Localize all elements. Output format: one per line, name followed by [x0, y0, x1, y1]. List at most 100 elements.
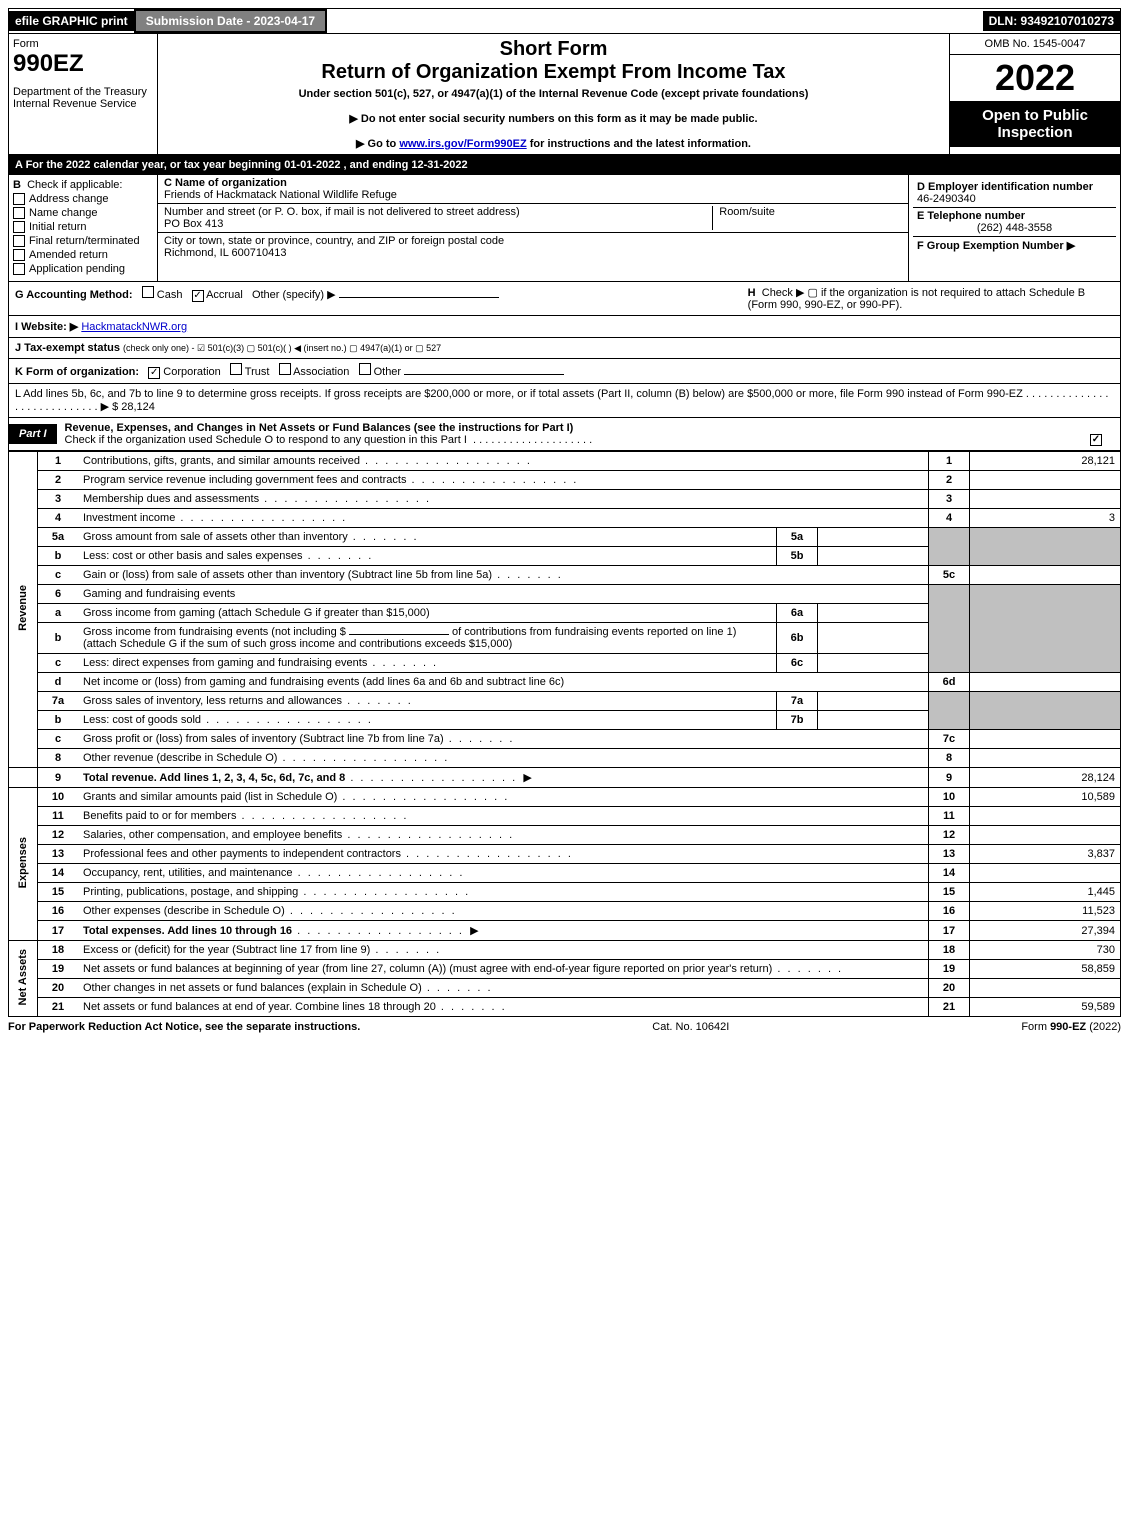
line-8-amt-num: 8 — [929, 749, 970, 768]
checkbox-other-org[interactable] — [359, 363, 371, 375]
side-label-revenue: Revenue — [17, 585, 29, 631]
line-19-amt-num: 19 — [929, 960, 970, 979]
line-9-amt-num: 9 — [929, 768, 970, 788]
checkbox-accrual[interactable] — [192, 290, 204, 302]
line-1-num: 1 — [38, 452, 79, 471]
line-6-num: 6 — [38, 585, 79, 604]
room-label: Room/suite — [719, 206, 775, 218]
footer-right-pre: Form — [1021, 1021, 1050, 1033]
line-5a-mid-val — [818, 528, 929, 547]
street-value: PO Box 413 — [164, 218, 223, 230]
line-5a-desc: Gross amount from sale of assets other t… — [83, 531, 419, 543]
form-header: Form 990EZ Department of the Treasury In… — [8, 34, 1121, 155]
row-g-h: G Accounting Method: Cash Accrual Other … — [8, 282, 1121, 316]
line-5c-amt-num: 5c — [929, 566, 970, 585]
city-value: Richmond, IL 600710413 — [164, 247, 287, 259]
line-6c-num: c — [38, 654, 79, 673]
line-4-desc: Investment income — [83, 512, 347, 524]
line-6b-desc: Gross income from fundraising events (no… — [83, 626, 346, 638]
part-1-header: Part I Revenue, Expenses, and Changes in… — [8, 418, 1121, 451]
section-c-name-label: C Name of organization — [164, 177, 287, 189]
checkbox-schedule-o-part1[interactable] — [1090, 434, 1102, 446]
line-1-amt-num: 1 — [929, 452, 970, 471]
line-6-desc: Gaming and fundraising events — [78, 585, 929, 604]
line-12-num: 12 — [38, 826, 79, 845]
line-21-amt: 59,589 — [970, 998, 1121, 1017]
check-label-address: Address change — [29, 193, 109, 205]
line-5b-mid-val — [818, 547, 929, 566]
line-7b-mid-num: 7b — [777, 711, 818, 730]
line-2-amt-num: 2 — [929, 471, 970, 490]
part-1-label: Part I — [9, 424, 57, 444]
checkbox-final-return[interactable] — [13, 235, 25, 247]
line-15-amt-num: 15 — [929, 883, 970, 902]
checkbox-association[interactable] — [279, 363, 291, 375]
part-1-title: Revenue, Expenses, and Changes in Net As… — [65, 422, 574, 434]
notice-website: ▶ Go to www.irs.gov/Form990EZ for instru… — [162, 137, 945, 150]
line-5a-mid-num: 5a — [777, 528, 818, 547]
line-6b-mid-num: 6b — [777, 623, 818, 654]
row-i-website: I Website: ▶ HackmatackNWR.org — [8, 316, 1121, 338]
checkbox-amended-return[interactable] — [13, 249, 25, 261]
line-20-desc: Other changes in net assets or fund bala… — [83, 982, 493, 994]
line-12-amt-num: 12 — [929, 826, 970, 845]
label-trust: Trust — [245, 366, 270, 378]
efile-label[interactable]: efile GRAPHIC print — [9, 11, 134, 31]
checkbox-corporation[interactable] — [148, 367, 160, 379]
line-3-num: 3 — [38, 490, 79, 509]
row-k-org-form: K Form of organization: Corporation Trus… — [8, 359, 1121, 384]
irs-link[interactable]: www.irs.gov/Form990EZ — [399, 138, 526, 150]
line-10-desc: Grants and similar amounts paid (list in… — [83, 791, 509, 803]
line-8-amt — [970, 749, 1121, 768]
line-11-amt-num: 11 — [929, 807, 970, 826]
org-info-grid: B Check if applicable: Address change Na… — [8, 175, 1121, 282]
line-19-desc: Net assets or fund balances at beginning… — [83, 963, 772, 975]
arrow-icon: ▶ — [523, 772, 531, 784]
line-10-amt-num: 10 — [929, 788, 970, 807]
street-label: Number and street (or P. O. box, if mail… — [164, 206, 520, 218]
line-7b-desc: Less: cost of goods sold — [83, 714, 373, 726]
line-6b-mid-val — [818, 623, 929, 654]
checkbox-name-change[interactable] — [13, 207, 25, 219]
line-6a-num: a — [38, 604, 79, 623]
line-14-amt — [970, 864, 1121, 883]
section-b-heading: Check if applicable: — [27, 179, 122, 191]
line-13-desc: Professional fees and other payments to … — [83, 848, 573, 860]
side-label-netassets: Net Assets — [17, 949, 29, 1005]
section-g-label: G Accounting Method: — [15, 289, 133, 301]
line-6c-mid-num: 6c — [777, 654, 818, 673]
checkbox-trust[interactable] — [230, 363, 242, 375]
checkbox-initial-return[interactable] — [13, 221, 25, 233]
line-6a-mid-num: 6a — [777, 604, 818, 623]
footer-center: Cat. No. 10642I — [652, 1021, 729, 1033]
line-5a-num: 5a — [38, 528, 79, 547]
line-4-amt: 3 — [970, 509, 1121, 528]
section-h-text: Check ▶ ▢ if the organization is not req… — [748, 287, 1085, 311]
checkbox-address-change[interactable] — [13, 193, 25, 205]
line-8-num: 8 — [38, 749, 79, 768]
line-7c-amt — [970, 730, 1121, 749]
row-l-gross-receipts: L Add lines 5b, 6c, and 7b to line 9 to … — [8, 384, 1121, 418]
row-a-calendar-year: A For the 2022 calendar year, or tax yea… — [8, 155, 1121, 175]
line-5c-num: c — [38, 566, 79, 585]
form-label: Form — [13, 38, 153, 50]
checkbox-cash[interactable] — [142, 286, 154, 298]
line-17-amt: 27,394 — [970, 921, 1121, 941]
line-6c-mid-val — [818, 654, 929, 673]
line-12-desc: Salaries, other compensation, and employ… — [83, 829, 514, 841]
line-4-amt-num: 4 — [929, 509, 970, 528]
line-11-desc: Benefits paid to or for members — [83, 810, 408, 822]
line-18-desc: Excess or (deficit) for the year (Subtra… — [83, 944, 370, 956]
inspection-notice: Open to Public Inspection — [950, 101, 1120, 147]
line-2-desc: Program service revenue including govern… — [83, 474, 578, 486]
checkbox-application-pending[interactable] — [13, 263, 25, 275]
section-l-text: L Add lines 5b, 6c, and 7b to line 9 to … — [15, 388, 1108, 413]
check-label-name: Name change — [29, 207, 98, 219]
line-7a-desc: Gross sales of inventory, less returns a… — [83, 695, 413, 707]
title-short-form: Short Form — [162, 38, 945, 61]
website-link[interactable]: HackmatackNWR.org — [81, 321, 187, 333]
line-20-amt-num: 20 — [929, 979, 970, 998]
line-6d-amt-num: 6d — [929, 673, 970, 692]
line-21-num: 21 — [38, 998, 79, 1017]
part-1-table: Revenue 1 Contributions, gifts, grants, … — [8, 451, 1121, 1017]
